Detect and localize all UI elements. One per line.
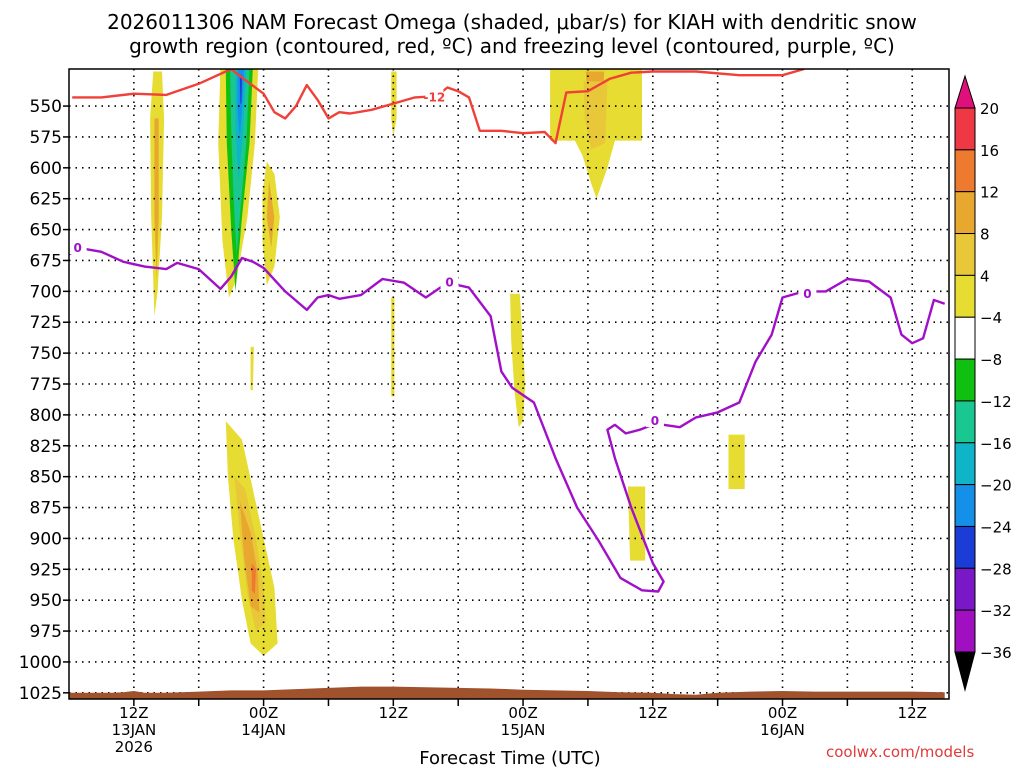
colorbar-segment-9 — [954, 484, 976, 527]
colorbar-label-9: −20 — [980, 477, 1012, 495]
colorbar-label-2: 12 — [980, 184, 999, 202]
terrain-layer — [69, 686, 945, 699]
dendritic-contour-label-0: -12 — [424, 90, 446, 104]
x-tick-label-24-0: 00Z — [249, 704, 278, 722]
temperature-contours-layer: -12 0 0 0 0 — [69, 69, 946, 593]
freezing-contour-label-2: 0 — [651, 414, 659, 428]
x-tick-label-48-1: 15JAN — [501, 721, 546, 739]
contour-label-bg — [69, 240, 87, 255]
colorbar-label-7: −12 — [980, 393, 1012, 411]
colorbar-segment-1 — [954, 149, 976, 193]
omega-region-side-lobe-1-orange — [266, 180, 275, 249]
y-tick-label-850: 850 — [30, 468, 62, 488]
colorbar-label-0: 20 — [980, 100, 999, 118]
freezing-contour-label-1: 0 — [445, 276, 453, 290]
colorbar-label-10: −24 — [980, 518, 1012, 536]
grid-lines — [69, 69, 949, 699]
terrain-fill — [69, 686, 945, 699]
contour-label-bg — [798, 285, 817, 300]
y-tick-label-825: 825 — [30, 437, 62, 457]
credit-text[interactable]: coolwx.com/models — [826, 743, 974, 761]
y-tick-label-775: 775 — [30, 375, 62, 395]
y-tick-label-650: 650 — [30, 221, 62, 241]
contour-label-bg — [425, 89, 444, 104]
y-tick-label-625: 625 — [30, 190, 62, 210]
omega-region-ascent-core-2-dark — [239, 75, 242, 104]
x-tick-label-24-1: 14JAN — [241, 721, 286, 739]
colorbar-segment-4 — [954, 274, 976, 318]
y-tick-label-550: 550 — [30, 97, 62, 117]
contour-label-bg — [440, 274, 459, 289]
x-tick-label-36-0: 12Z — [379, 704, 408, 722]
y-tick-label-675: 675 — [30, 251, 62, 271]
omega-region-strip-36z — [391, 297, 395, 397]
colorbar-segment-7 — [954, 400, 976, 444]
y-tick-label-700: 700 — [30, 282, 62, 302]
y-tick-label-900: 900 — [30, 529, 62, 549]
chart-title-line-1: 2026011306 NAM Forecast Omega (shaded, μ… — [107, 10, 917, 34]
freezing-level-contour-line — [69, 246, 946, 593]
colorbar-segment-6 — [954, 358, 976, 402]
y-tick-label-1000: 1000 — [19, 653, 62, 673]
omega-region-thin-strip-1 — [250, 346, 254, 391]
colorbar-segment-5 — [954, 316, 976, 360]
omega-region-block-68z — [728, 434, 745, 489]
freezing-contour-label-0: 0 — [73, 241, 81, 255]
colorbar-segment-3 — [954, 233, 976, 276]
colorbar-segment-12 — [954, 609, 976, 653]
x-tick-label-84-0: 12Z — [898, 704, 927, 722]
x-tick-label-60-0: 12Z — [638, 704, 667, 722]
colorbar-segment-11 — [954, 567, 976, 611]
omega-region-lower-core-dark — [251, 563, 256, 594]
y-tick-label-725: 725 — [30, 313, 62, 333]
y-tick-label-800: 800 — [30, 406, 62, 426]
x-tick-label-12-0: 12Z — [119, 704, 148, 722]
colorbar-segment-8 — [954, 442, 976, 486]
colorbar: 20 16 12 8 4 −4 −8 −12 −16 −20 −24 −28 −32 −36 — [954, 74, 1012, 692]
omega-region-upper-right-block-yellow2 — [583, 81, 608, 150]
colorbar-segment-10 — [954, 525, 976, 569]
colorbar-label-6: −8 — [980, 351, 1002, 369]
colorbar-label-13: −36 — [980, 644, 1012, 662]
y-tick-label-750: 750 — [30, 344, 62, 364]
colorbar-label-8: −16 — [980, 435, 1012, 453]
y-tick-label-975: 975 — [30, 622, 62, 642]
colorbar-label-11: −28 — [980, 560, 1012, 578]
chart-title-line-2: growth region (contoured, red, ºC) and f… — [129, 34, 895, 58]
omega-shading-layer — [150, 69, 745, 656]
x-tick-label-48-0: 00Z — [508, 704, 537, 722]
colorbar-segment-2 — [954, 191, 976, 235]
y-tick-label-875: 875 — [30, 499, 62, 519]
y-tick-label-950: 950 — [30, 591, 62, 611]
contour-label-bg — [645, 413, 664, 428]
x-tick-label-72-0: 00Z — [768, 704, 797, 722]
x-axis-title: Forecast Time (UTC) — [419, 748, 600, 768]
colorbar-label-1: 16 — [980, 142, 999, 160]
plot-area: -12 0 0 0 0 — [68, 68, 950, 700]
colorbar-bottom-arrow — [954, 651, 976, 692]
omega-region-ascent-core-1-orange — [154, 118, 159, 280]
y-tick-label-600: 600 — [30, 159, 62, 179]
colorbar-label-4: 4 — [980, 267, 990, 285]
y-tick-label-925: 925 — [30, 560, 62, 580]
y-axis: 550 575 600 625 650 675 700 725 750 775 800 825 850 8… — [19, 97, 69, 704]
freezing-contour-label-3: 0 — [803, 287, 811, 301]
colorbar-label-5: −4 — [980, 309, 1002, 327]
colorbar-label-3: 8 — [980, 226, 990, 244]
x-tick-label-72-1: 16JAN — [760, 721, 805, 739]
dendritic-contour-line — [72, 69, 805, 145]
colorbar-label-12: −32 — [980, 602, 1012, 620]
colorbar-segment-0 — [954, 107, 976, 151]
y-tick-label-575: 575 — [30, 128, 62, 148]
x-tick-label-12-1: 13JAN — [111, 721, 156, 739]
x-tick-label-12-2: 2026 — [115, 738, 153, 756]
y-tick-label-1025: 1025 — [19, 684, 62, 704]
